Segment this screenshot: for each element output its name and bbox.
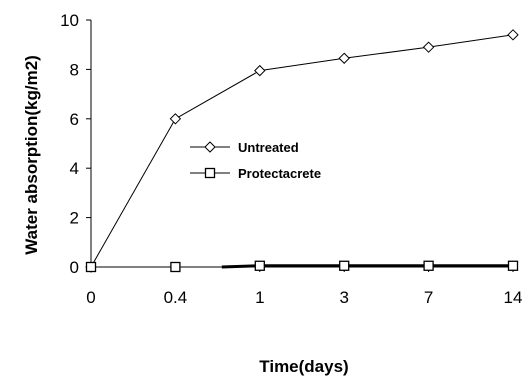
series-protectacrete	[85, 260, 519, 273]
x-tick-label: 1	[255, 288, 264, 307]
series-line-segment	[344, 46, 429, 59]
y-axis: 0 2 4 6 8 10	[60, 11, 92, 277]
x-tick-label: 7	[424, 288, 433, 307]
data-point	[338, 52, 350, 64]
series-line-segment	[259, 57, 345, 72]
data-point	[507, 29, 519, 41]
y-tick-label: 10	[60, 11, 79, 30]
data-point	[339, 260, 350, 271]
data-point	[169, 113, 182, 125]
y-axis-title: Water absorption(kg/m2)	[22, 55, 41, 255]
y-tick-label: 4	[70, 159, 79, 178]
x-tick-label: 0	[86, 288, 95, 307]
y-tick-label: 2	[70, 209, 79, 228]
series-layer	[85, 29, 519, 273]
x-axis: 0 0.4 1 3 7 14	[86, 266, 523, 307]
legend-label: Protectacrete	[238, 166, 321, 181]
x-tick-label: 14	[504, 288, 523, 307]
data-point	[422, 41, 435, 53]
data-point	[170, 261, 181, 273]
x-tick-label: 0.4	[164, 288, 188, 307]
data-point	[254, 260, 265, 271]
x-tick-label: 3	[339, 288, 348, 307]
y-tick-label: 0	[70, 258, 79, 277]
legend-item-untreated: Untreated	[190, 140, 299, 155]
series-line-segment	[221, 264, 260, 269]
x-axis-title: Time(days)	[259, 357, 348, 376]
y-tick-label: 8	[70, 60, 79, 79]
data-point	[85, 261, 97, 273]
series-untreated	[85, 29, 519, 273]
series-line-segment	[428, 34, 514, 48]
data-point	[423, 260, 434, 271]
legend-item-protectacrete: Protectacrete	[190, 166, 321, 181]
legend-label: Untreated	[238, 140, 299, 155]
legend-marker	[204, 167, 216, 179]
y-tick-label: 6	[70, 110, 79, 129]
series-line-segment	[90, 118, 176, 268]
legend: Untreated Protectacrete	[190, 140, 321, 181]
legend-marker	[204, 141, 216, 153]
data-point	[254, 64, 266, 77]
data-point	[507, 260, 519, 271]
series-line-segment	[175, 70, 261, 120]
